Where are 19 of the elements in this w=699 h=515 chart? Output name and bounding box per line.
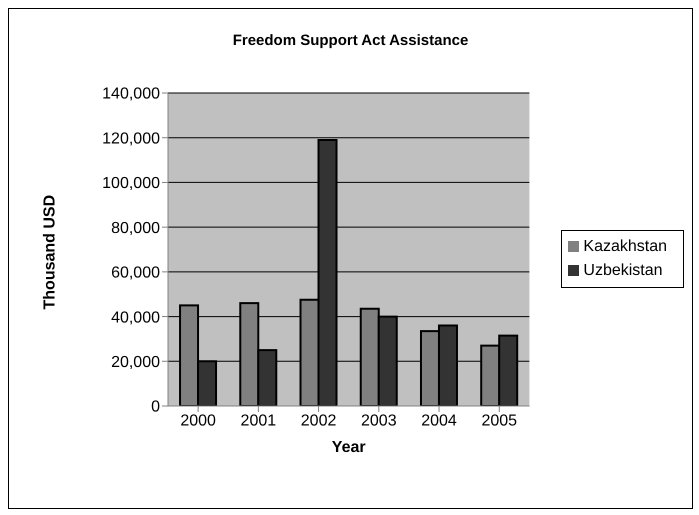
legend-label: Kazakhstan [583, 238, 667, 254]
y-tick-label: 140,000 [102, 86, 160, 103]
y-axis-title: Thousand USD [42, 194, 59, 310]
x-tick-label: 2002 [300, 412, 336, 430]
y-tick-label: 20,000 [111, 354, 160, 371]
x-tick-label: 2003 [361, 412, 397, 430]
y-tick-label: 100,000 [102, 175, 160, 192]
x-tick-label: 2000 [180, 412, 216, 430]
y-tick-label: 120,000 [102, 130, 160, 148]
x-tick-label: 2004 [421, 412, 457, 430]
chart-title: Freedom Support Act Assistance [232, 32, 470, 49]
y-tick-label: 40,000 [111, 309, 160, 326]
x-tick-label: 2005 [481, 412, 518, 430]
x-tick-label: 2001 [240, 412, 276, 430]
y-tick-label: 0 [151, 398, 160, 416]
y-tick-label: 80,000 [111, 220, 160, 237]
x-axis-title: Year [332, 439, 366, 456]
legend-label: Uzbekistan [583, 262, 663, 278]
y-tick-label: 60,000 [111, 264, 160, 282]
